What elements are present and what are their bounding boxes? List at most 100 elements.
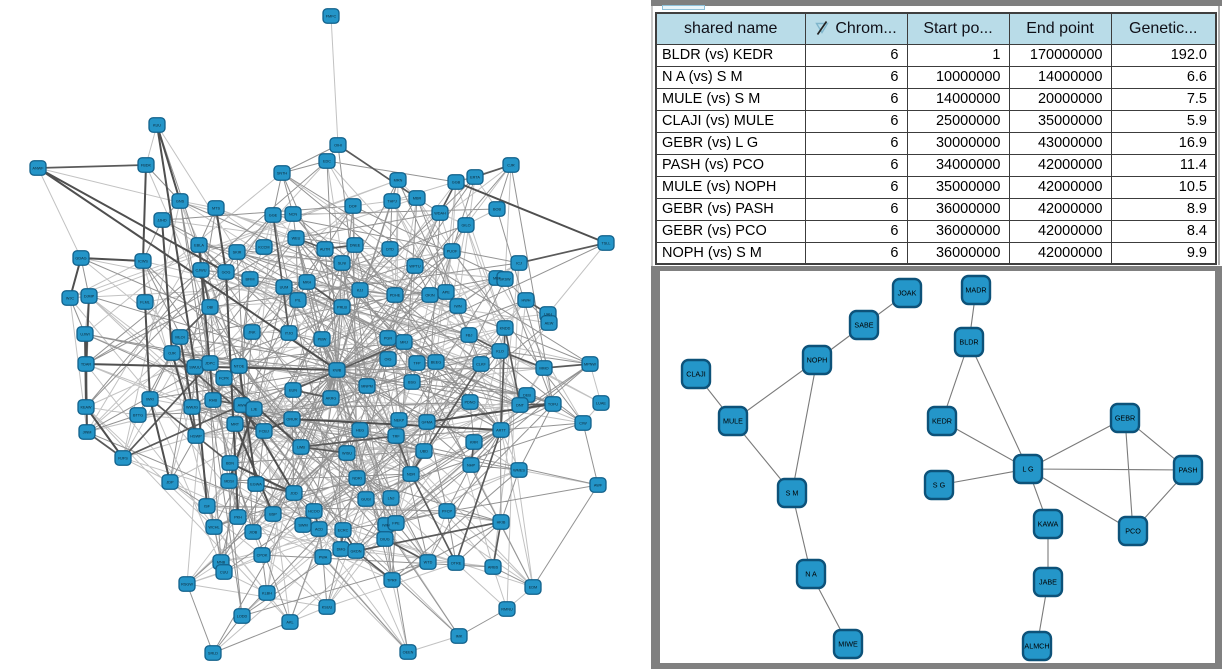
- svg-text:UBD: UBD: [420, 450, 428, 454]
- svg-text:MNB: MNB: [217, 561, 226, 565]
- svg-text:BEEG: BEEG: [431, 361, 442, 365]
- svg-text:AEW: AEW: [545, 322, 554, 326]
- svg-text:CLAJI: CLAJI: [686, 370, 706, 379]
- svg-text:CPOK: CPOK: [257, 554, 268, 558]
- svg-text:PASH: PASH: [1178, 466, 1197, 475]
- svg-text:SWM: SWM: [298, 524, 307, 528]
- svg-text:KCCM: KCCM: [258, 246, 269, 250]
- svg-text:FBDK: FBDK: [141, 164, 152, 168]
- svg-text:S M: S M: [786, 489, 799, 498]
- svg-text:BDN: BDN: [226, 462, 234, 466]
- svg-text:EDC: EDC: [323, 160, 331, 164]
- svg-text:JIOB: JIOB: [249, 531, 258, 535]
- svg-text:TRF: TRF: [392, 435, 400, 439]
- svg-text:GDAG: GDAG: [75, 257, 86, 261]
- svg-text:KSUU: KSUU: [322, 606, 333, 610]
- svg-text:ERTA: ERTA: [470, 176, 480, 180]
- svg-text:CLKF: CLKF: [476, 363, 486, 367]
- svg-text:ORUR: ORUR: [286, 418, 297, 422]
- svg-text:UUM: UUM: [280, 286, 289, 290]
- svg-text:KEAW: KEAW: [80, 406, 91, 410]
- svg-text:KWB: KWB: [333, 369, 342, 373]
- svg-text:SRLD: SRLD: [208, 652, 218, 656]
- svg-text:OJR: OJR: [168, 352, 176, 356]
- svg-text:MBF: MBF: [493, 277, 502, 281]
- svg-text:SKIR: SKIR: [233, 251, 242, 255]
- svg-text:OEEN: OEEN: [403, 651, 414, 655]
- svg-text:MADR: MADR: [965, 286, 986, 295]
- svg-text:TOFU: TOFU: [548, 403, 559, 407]
- svg-text:ITJO: ITJO: [285, 332, 293, 336]
- svg-text:GGE: GGE: [269, 214, 278, 218]
- svg-text:DIUG: DIUG: [380, 538, 390, 542]
- svg-text:DEB: DEB: [523, 394, 531, 398]
- svg-text:FMFC: FMFC: [326, 15, 337, 19]
- svg-text:ALMCH: ALMCH: [1024, 642, 1049, 651]
- svg-text:SWUU: SWUU: [189, 366, 201, 370]
- svg-text:RSGW: RSGW: [181, 583, 193, 587]
- svg-text:FCBJ: FCBJ: [259, 430, 269, 434]
- svg-text:THPJ: THPJ: [387, 200, 397, 204]
- svg-text:MDSI: MDSI: [224, 480, 234, 484]
- svg-text:FCPK: FCPK: [219, 377, 230, 381]
- svg-text:EDM: EDM: [529, 586, 537, 590]
- svg-text:MRT: MRT: [231, 423, 240, 427]
- svg-text:TSLL: TSLL: [601, 242, 610, 246]
- svg-text:PBW: PBW: [318, 338, 327, 342]
- svg-text:NOPH: NOPH: [807, 356, 828, 365]
- svg-text:BSP: BSP: [269, 513, 277, 517]
- svg-text:HCOO: HCOO: [308, 510, 319, 514]
- svg-text:RMNU: RMNU: [501, 608, 513, 612]
- svg-text:UJWI: UJWI: [80, 333, 89, 337]
- svg-text:GUGI: GUGI: [361, 498, 371, 502]
- svg-text:KRR: KRR: [470, 441, 478, 445]
- svg-text:ECRC: ECRC: [338, 529, 349, 533]
- svg-text:JOAK: JOAK: [898, 289, 917, 298]
- svg-text:PDHE: PDHE: [390, 294, 401, 298]
- svg-text:N A: N A: [805, 570, 817, 579]
- svg-text:MULE: MULE: [723, 417, 743, 426]
- svg-text:FPE: FPE: [392, 522, 400, 526]
- svg-text:ICJ: ICJ: [516, 262, 522, 266]
- svg-text:MRJ: MRJ: [400, 341, 408, 345]
- svg-text:RHB: RHB: [209, 399, 217, 403]
- svg-text:SKSW: SKSW: [499, 278, 511, 282]
- svg-text:EUN: EUN: [289, 389, 297, 393]
- svg-text:JDD: JDD: [290, 492, 298, 496]
- svg-text:BTTG: BTTG: [133, 414, 143, 418]
- svg-text:LUAE: LUAE: [596, 402, 606, 406]
- svg-text:DNEE: DNEE: [350, 244, 361, 248]
- svg-text:NCN: NCN: [289, 213, 297, 217]
- svg-text:DNT: DNT: [516, 404, 524, 408]
- svg-text:PIL: PIL: [295, 299, 301, 303]
- svg-text:DJMP: DJMP: [84, 295, 95, 299]
- svg-text:PWA: PWA: [319, 556, 328, 560]
- svg-text:PFCP: PFCP: [442, 510, 453, 514]
- svg-text:NHP: NHP: [467, 464, 475, 468]
- svg-text:CIW: CIW: [579, 422, 587, 426]
- svg-text:WMES: WMES: [513, 469, 525, 473]
- svg-text:SNTH: SNTH: [277, 172, 288, 176]
- svg-text:SLNI: SLNI: [338, 262, 346, 266]
- svg-text:LJE: LJE: [251, 408, 258, 412]
- svg-text:PKH: PKH: [234, 516, 242, 520]
- svg-text:DOF: DOF: [349, 205, 358, 209]
- svg-text:MKH: MKH: [303, 281, 312, 285]
- svg-text:AWH: AWH: [238, 404, 247, 408]
- svg-text:OKIN: OKIN: [425, 294, 435, 298]
- svg-text:MNPM: MNPM: [361, 385, 373, 389]
- svg-text:JDP: JDP: [166, 481, 174, 485]
- svg-text:HEG: HEG: [356, 429, 364, 433]
- svg-text:IMK: IMK: [456, 635, 463, 639]
- svg-text:SABE: SABE: [854, 321, 873, 330]
- svg-text:WPTU: WPTU: [409, 265, 420, 269]
- svg-text:MBR: MBR: [413, 197, 422, 201]
- svg-text:PDNO: PDNO: [465, 401, 476, 405]
- svg-text:WTD: WTD: [424, 561, 433, 565]
- svg-text:AUTR: AUTR: [320, 248, 331, 252]
- svg-text:MMO: MMO: [539, 367, 548, 371]
- svg-text:GKDN: GKDN: [351, 550, 362, 554]
- svg-text:MTS: MTS: [212, 207, 220, 211]
- svg-text:JNK: JNK: [248, 331, 256, 335]
- svg-text:KAWA: KAWA: [1038, 520, 1059, 529]
